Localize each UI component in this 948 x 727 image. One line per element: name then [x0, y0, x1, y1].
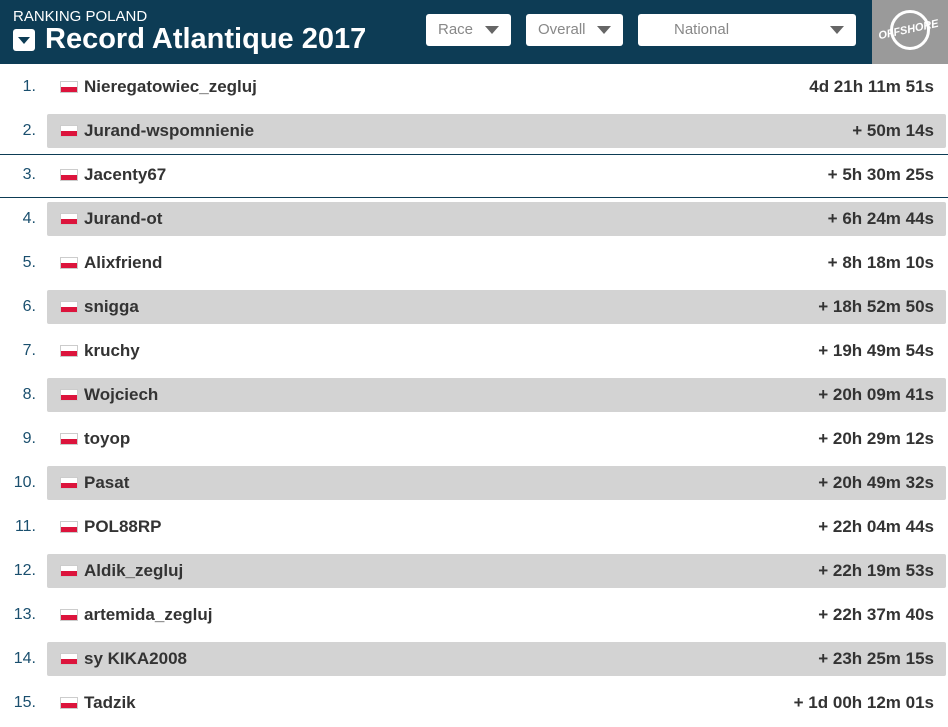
player-name: Jurand-ot	[84, 209, 163, 228]
national-filter[interactable]: National	[638, 14, 856, 46]
rank: 2.	[22, 122, 36, 139]
player-name: Tadzik	[84, 693, 136, 712]
flag	[60, 81, 78, 93]
player-name: Wojciech	[84, 385, 159, 404]
time: + 20h 09m 41s	[818, 385, 934, 404]
time: + 22h 37m 40s	[818, 605, 934, 624]
rank: 15.	[13, 694, 36, 711]
row-separator	[0, 154, 948, 155]
rank: 12.	[13, 562, 36, 579]
flag	[60, 609, 78, 621]
time: + 20h 29m 12s	[818, 429, 934, 448]
flag	[60, 213, 78, 225]
flag	[60, 477, 78, 489]
rank: 13.	[13, 606, 36, 623]
time: + 19h 49m 54s	[818, 341, 934, 360]
flag	[60, 125, 78, 137]
row-background[interactable]	[47, 554, 946, 588]
rank: 3.	[22, 166, 36, 183]
time: + 18h 52m 50s	[818, 297, 934, 316]
player-name: toyop	[84, 429, 131, 448]
player-name: POL88RP	[84, 517, 162, 536]
flag	[60, 169, 78, 181]
time: + 8h 18m 10s	[827, 253, 934, 272]
overall-filter[interactable]: Overall	[526, 14, 623, 46]
flag	[60, 257, 78, 269]
rank: 1.	[22, 78, 36, 95]
race-filter[interactable]: Race	[426, 14, 511, 46]
row-separator	[0, 197, 948, 198]
player-name: Aldik_zegluj	[84, 561, 184, 580]
time: + 22h 19m 53s	[818, 561, 934, 580]
flag	[60, 345, 78, 357]
row-background[interactable]	[47, 290, 946, 324]
flag	[60, 389, 78, 401]
rank: 9.	[22, 430, 36, 447]
rank: 11.	[14, 518, 36, 535]
flag	[60, 521, 78, 533]
flag	[60, 565, 78, 577]
time: + 6h 24m 44s	[827, 209, 934, 228]
time: + 23h 25m 15s	[818, 649, 934, 668]
time: + 22h 04m 44s	[818, 517, 934, 536]
rank: 14.	[13, 650, 36, 667]
time: + 20h 49m 32s	[818, 473, 934, 492]
player-name: Jacenty67	[84, 165, 167, 184]
player-name: kruchy	[84, 341, 140, 360]
row-background[interactable]	[47, 114, 946, 148]
row-background[interactable]	[47, 642, 946, 676]
time: + 1d 00h 12m 01s	[793, 693, 934, 712]
row-background[interactable]	[47, 378, 946, 412]
time: + 50m 14s	[852, 121, 934, 140]
time: 4d 21h 11m 51s	[809, 77, 934, 96]
player-name: Pasat	[84, 473, 130, 492]
row-background[interactable]	[47, 202, 946, 236]
rank: 6.	[22, 298, 36, 315]
time: + 5h 30m 25s	[827, 165, 934, 184]
rank: 10.	[13, 474, 36, 491]
subtitle: RANKING POLAND	[13, 8, 148, 25]
flag	[60, 653, 78, 665]
player-name: artemida_zegluj	[84, 605, 213, 624]
rank: 4.	[22, 210, 36, 227]
row-background[interactable]	[47, 466, 946, 500]
title: Record Atlantique 2017	[45, 23, 367, 55]
rank: 7.	[22, 342, 36, 359]
player-name: sy KIKA2008	[84, 649, 188, 668]
rank: 5.	[22, 254, 36, 271]
flag	[60, 433, 78, 445]
player-name: snigga	[84, 297, 139, 316]
flag	[60, 301, 78, 313]
flag	[60, 697, 78, 709]
logo[interactable]: OFFSHORE	[872, 0, 948, 64]
menu-toggle[interactable]	[13, 29, 35, 51]
player-name: Nieregatowiec_zegluj	[84, 77, 257, 96]
header: RANKING POLAND Record Atlantique 2017 Ra…	[0, 0, 948, 64]
rank: 8.	[22, 386, 36, 403]
player-name: Alixfriend	[84, 253, 163, 272]
player-name: Jurand-wspomnienie	[84, 121, 255, 140]
